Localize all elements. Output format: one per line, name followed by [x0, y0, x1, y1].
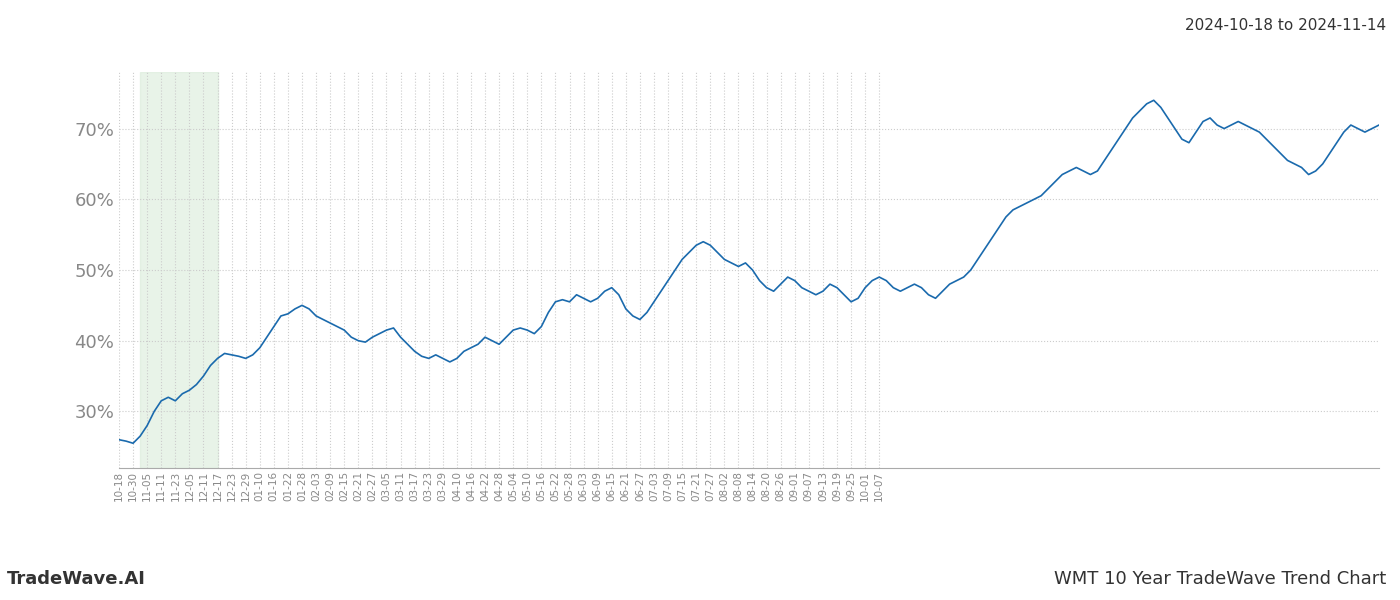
Text: WMT 10 Year TradeWave Trend Chart: WMT 10 Year TradeWave Trend Chart — [1054, 570, 1386, 588]
Bar — [140, 72, 217, 468]
Text: 2024-10-18 to 2024-11-14: 2024-10-18 to 2024-11-14 — [1184, 18, 1386, 33]
Text: TradeWave.AI: TradeWave.AI — [7, 570, 146, 588]
